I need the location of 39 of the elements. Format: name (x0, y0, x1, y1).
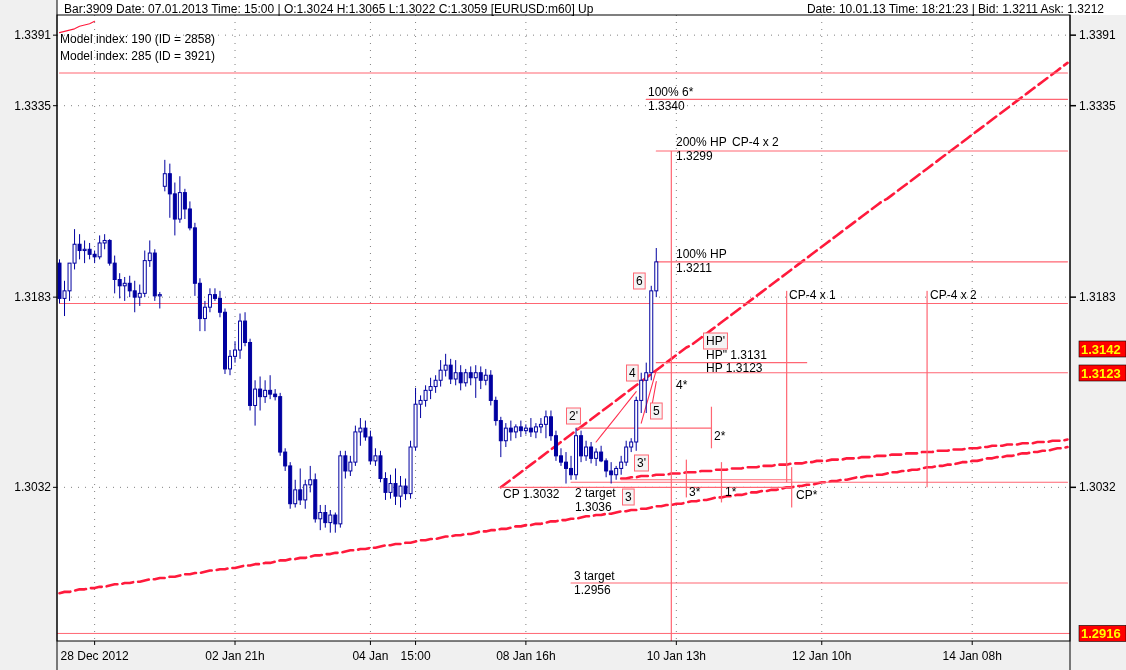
annotation: 1* (725, 484, 737, 499)
annotation: 100% HP 1.3211 (676, 247, 727, 275)
annotation: 3* (689, 485, 701, 499)
y-tick-label: 1.3391 (14, 28, 52, 43)
y-tick-label: 1.3183 (14, 290, 52, 305)
annotation: CP 1.3032 (503, 487, 560, 501)
x-tick-label: 10 Jan 13h (646, 649, 707, 663)
annotation: HP" 1.3131 (706, 348, 768, 362)
y-tick-label: 1.3032 (14, 480, 52, 495)
chart-subtitle: Date: 10.01.13 Time: 18:21:23 | Bid: 1.3211 Ask: 1.3212 (806, 1, 1105, 16)
x-tick-label: 02 Jan 21h (205, 649, 265, 663)
x-tick-label: 15:00 (400, 649, 431, 663)
y-tick-label: 1.3335 (14, 98, 52, 113)
annotation: HP 1.3123 (706, 360, 763, 375)
annotation: CP-4 x 1 (789, 288, 837, 302)
annotation: CP-4 x 2 (930, 288, 978, 302)
annotation: 3 target 1.2956 (574, 569, 616, 597)
annotation: CP-4 x 2 (732, 135, 780, 149)
y2-tick-label: 1.3391 (1079, 28, 1117, 43)
y2-tick-label: 1.3183 (1079, 290, 1117, 305)
annotation: 100% 6* 1.3340 (648, 85, 694, 113)
y2-tick-label: 1.3335 (1079, 98, 1117, 113)
annotation: Model index: 285 (ID = 3921) (60, 49, 216, 63)
annotation: 200% HP 1.3299 (676, 135, 727, 163)
x-tick-label: 04 Jan (352, 649, 389, 663)
annotation: CP* (796, 488, 818, 502)
annotation: Model index: 190 (ID = 2858) (60, 32, 216, 46)
text: 1.3142 (1081, 341, 1121, 357)
x-tick-label: 14 Jan 08h (942, 649, 1002, 663)
text: 1.3123 (1081, 365, 1121, 381)
annotation: 2 target 1.3036 (575, 486, 617, 514)
ref-line-label: 1.2916 (1081, 625, 1121, 641)
x-tick-label: 08 Jan 16h (496, 649, 556, 663)
annotation: 2* (714, 429, 726, 443)
annotation: 4* (676, 378, 688, 392)
y2-tick-label: 1.3032 (1079, 480, 1117, 495)
x-tick-label: 12 Jan 10h (792, 649, 852, 663)
chart-title: Bar:3909 Date: 07.01.2013 Time: 15:00 | O:1.3024 H:1.3065 L:1.3022 C:1.3059 [EURUSD:m60] Up (64, 1, 594, 16)
x-tick-label: 28 Dec 2012 (60, 649, 129, 663)
